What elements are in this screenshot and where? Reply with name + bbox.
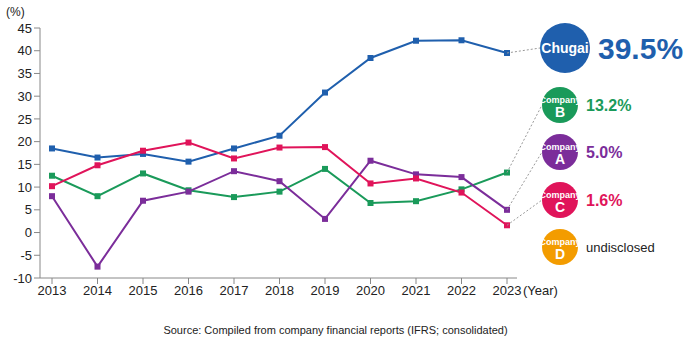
svg-text:2013: 2013 [38, 283, 67, 298]
svg-text:Source: Compiled from company: Source: Compiled from company financial … [163, 324, 507, 336]
svg-text:2015: 2015 [129, 283, 158, 298]
svg-text:5: 5 [25, 202, 32, 217]
svg-text:(%): (%) [8, 5, 25, 19]
svg-text:2018: 2018 [265, 283, 294, 298]
svg-text:2016: 2016 [174, 283, 203, 298]
svg-text:undisclosed: undisclosed [586, 240, 655, 255]
svg-text:35: 35 [18, 66, 32, 81]
svg-text:20: 20 [18, 134, 32, 149]
svg-text:2023: 2023 [493, 283, 522, 298]
svg-text:Company: Company [539, 142, 580, 152]
svg-text:25: 25 [18, 112, 32, 127]
svg-text:-5: -5 [20, 248, 32, 263]
svg-text:2021: 2021 [402, 283, 431, 298]
svg-text:45: 45 [18, 21, 32, 36]
svg-text:13.2%: 13.2% [586, 97, 631, 114]
svg-text:Company: Company [539, 95, 580, 105]
svg-text:15: 15 [18, 157, 32, 172]
svg-text:Company: Company [539, 190, 580, 200]
svg-text:2022: 2022 [447, 283, 476, 298]
svg-text:-10: -10 [13, 271, 32, 286]
svg-text:5.0%: 5.0% [586, 144, 622, 161]
svg-text:D: D [555, 246, 565, 262]
svg-text:C: C [555, 199, 565, 215]
svg-text:Chugai: Chugai [541, 40, 588, 56]
svg-text:Company: Company [539, 237, 580, 247]
svg-text:0: 0 [25, 225, 32, 240]
svg-text:40: 40 [18, 43, 32, 58]
svg-text:1.6%: 1.6% [586, 192, 622, 209]
svg-text:A: A [555, 151, 565, 167]
svg-text:30: 30 [18, 89, 32, 104]
svg-text:2020: 2020 [356, 283, 385, 298]
svg-text:10: 10 [18, 180, 32, 195]
svg-text:2019: 2019 [311, 283, 340, 298]
svg-text:2014: 2014 [83, 283, 112, 298]
svg-text:(Year): (Year) [523, 283, 558, 298]
svg-text:B: B [555, 104, 565, 120]
svg-text:39.5%: 39.5% [598, 32, 679, 65]
svg-text:2017: 2017 [220, 283, 249, 298]
